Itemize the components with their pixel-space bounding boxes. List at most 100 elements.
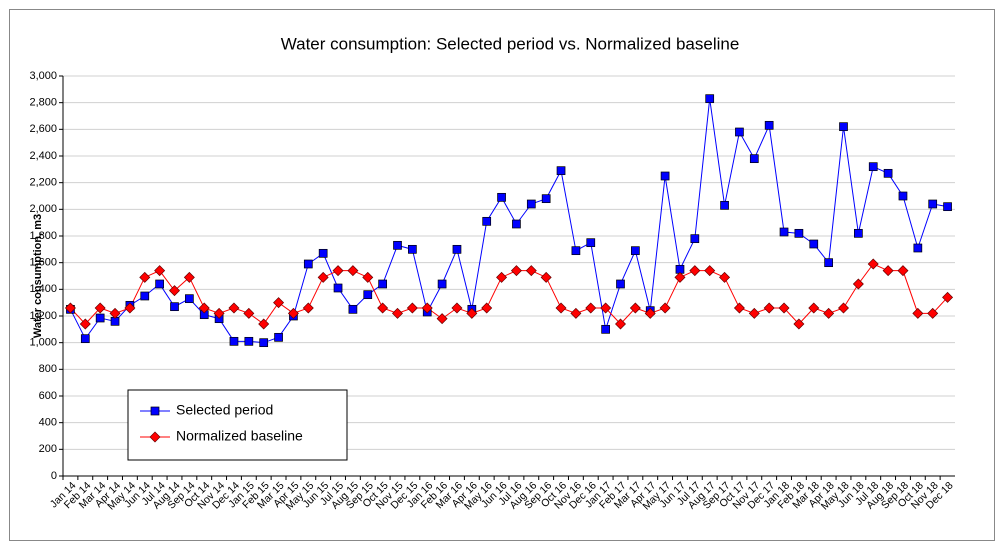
data-point: [317, 271, 329, 283]
data-point: [512, 219, 521, 229]
data-point: [689, 265, 701, 277]
data-point: [540, 271, 552, 283]
data-point: [318, 248, 328, 258]
data-point: [690, 234, 700, 244]
legend-label: Selected period: [176, 402, 273, 418]
data-point: [779, 227, 789, 237]
data-point: [570, 307, 582, 319]
data-point: [170, 302, 179, 312]
data-point: [616, 279, 625, 289]
data-point: [496, 271, 508, 283]
data-point: [719, 271, 731, 283]
data-point: [79, 318, 91, 330]
y-tick-label: 1,600: [29, 257, 57, 269]
data-point: [140, 291, 150, 301]
data-point: [451, 302, 463, 314]
data-point: [229, 336, 239, 346]
data-point: [377, 302, 389, 314]
data-point: [659, 302, 671, 314]
data-point: [378, 279, 387, 289]
data-point: [332, 265, 344, 277]
data-point: [793, 318, 805, 330]
data-point: [109, 307, 121, 319]
data-point: [466, 307, 478, 319]
data-point: [302, 302, 314, 314]
data-point: [928, 199, 938, 209]
y-tick-label: 0: [51, 470, 57, 482]
data-point: [778, 302, 790, 314]
data-point: [674, 271, 686, 283]
data-point: [749, 154, 759, 164]
data-point: [809, 239, 819, 249]
data-point: [274, 332, 283, 342]
data-point: [406, 302, 418, 314]
data-point: [94, 302, 106, 314]
y-tick-label: 400: [39, 417, 57, 429]
data-point: [629, 302, 641, 314]
data-point: [733, 302, 745, 314]
data-point: [571, 246, 581, 256]
data-point: [393, 240, 402, 250]
data-point: [720, 200, 729, 210]
data-point: [482, 216, 492, 226]
data-point: [631, 246, 640, 256]
data-point: [912, 307, 924, 319]
data-point: [348, 304, 358, 314]
data-point: [823, 307, 835, 319]
data-point: [259, 338, 269, 348]
data-point: [704, 265, 716, 277]
data-point: [854, 228, 863, 238]
data-point: [555, 302, 567, 314]
data-point: [585, 302, 597, 314]
data-point: [839, 122, 848, 132]
chart-title: Water consumption: Selected period vs. N…: [281, 34, 740, 53]
y-axis-label: Water consumption, m3: [32, 214, 44, 338]
data-point: [556, 166, 566, 176]
y-tick-label: 1,400: [29, 283, 57, 295]
data-point: [124, 302, 136, 314]
data-point: [660, 171, 670, 181]
y-tick-label: 1,000: [29, 337, 57, 349]
data-point: [526, 199, 536, 209]
y-tick-label: 600: [39, 390, 57, 402]
data-point: [155, 279, 164, 289]
data-point: [347, 265, 359, 277]
data-point: [436, 313, 448, 325]
y-tick-label: 3,000: [29, 70, 57, 82]
data-point: [868, 162, 878, 172]
data-point: [764, 120, 774, 130]
data-point: [748, 307, 760, 319]
legend-marker: [150, 406, 160, 416]
data-point: [154, 265, 166, 277]
data-point: [258, 318, 270, 330]
data-point: [421, 302, 433, 314]
data-point: [601, 324, 610, 334]
y-tick-label: 2,600: [29, 123, 57, 135]
data-point: [510, 265, 522, 277]
data-point: [808, 302, 820, 314]
data-point: [363, 290, 373, 300]
data-point: [64, 302, 76, 314]
data-point: [898, 191, 908, 201]
y-tick-label: 2,800: [29, 97, 57, 109]
data-point: [183, 271, 195, 283]
data-point: [943, 202, 952, 212]
data-point: [867, 258, 879, 270]
data-point: [838, 302, 849, 314]
data-point: [541, 194, 551, 204]
y-tick-label: 1,800: [29, 230, 57, 242]
data-point: [244, 336, 254, 346]
data-point: [80, 334, 90, 344]
y-tick-label: 200: [39, 443, 57, 455]
legend-marker: [149, 431, 161, 443]
data-point: [362, 271, 374, 283]
y-tick-label: 2,000: [29, 203, 57, 215]
data-point: [273, 297, 285, 309]
data-point: [942, 291, 954, 303]
data-point: [615, 318, 626, 330]
data-point: [408, 244, 417, 254]
data-point: [198, 302, 210, 314]
data-point: [139, 271, 151, 283]
